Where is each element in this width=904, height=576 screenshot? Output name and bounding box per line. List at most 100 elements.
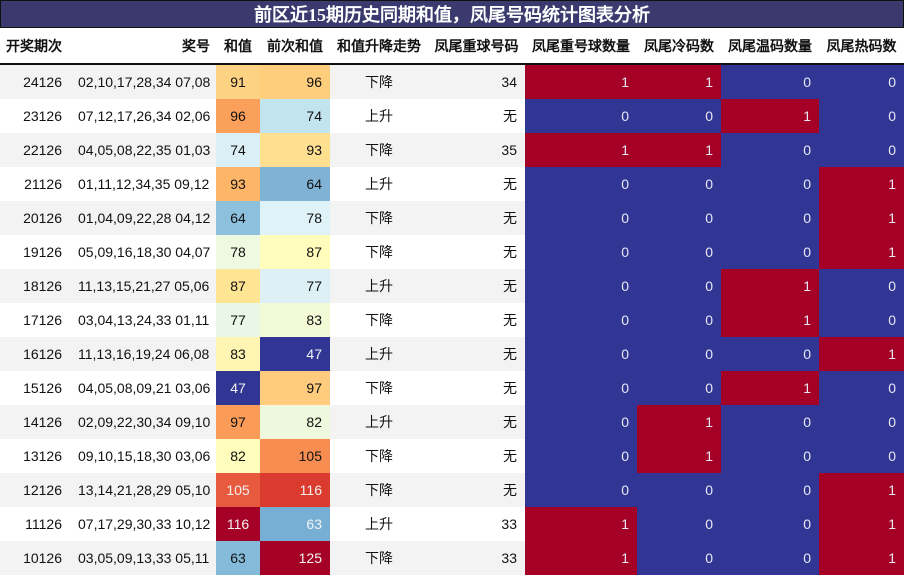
header-numbers: 奖号: [70, 28, 216, 65]
hot-count-cell: 0: [819, 269, 904, 303]
sum-cell: 63: [216, 541, 260, 575]
period-cell: 16126: [0, 337, 70, 371]
period-cell: 22126: [0, 133, 70, 167]
hot-count-cell: 1: [819, 201, 904, 235]
table-row: 22126 04,05,08,22,35 01,03 74 93 下降 35 1…: [0, 133, 904, 167]
repeat-ball-cell: 无: [428, 235, 525, 269]
sum-cell: 93: [216, 167, 260, 201]
cold-count-cell: 0: [637, 541, 721, 575]
repeat-count-cell: 0: [525, 99, 637, 133]
repeat-count-cell: 1: [525, 541, 637, 575]
cold-count-cell: 0: [637, 99, 721, 133]
trend-cell: 下降: [330, 64, 428, 99]
warm-count-cell: 1: [721, 303, 819, 337]
sum-cell: 82: [216, 439, 260, 473]
repeat-count-cell: 0: [525, 439, 637, 473]
table-row: 10126 03,05,09,13,33 05,11 63 125 下降 33 …: [0, 541, 904, 575]
numbers-cell: 04,05,08,09,21 03,06: [70, 371, 216, 405]
sum-cell: 74: [216, 133, 260, 167]
repeat-ball-cell: 无: [428, 269, 525, 303]
sum-cell: 77: [216, 303, 260, 337]
prev-sum-cell: 78: [260, 201, 330, 235]
repeat-ball-cell: 无: [428, 473, 525, 507]
warm-count-cell: 0: [721, 235, 819, 269]
numbers-cell: 04,05,08,22,35 01,03: [70, 133, 216, 167]
trend-cell: 上升: [330, 405, 428, 439]
hot-count-cell: 0: [819, 405, 904, 439]
repeat-count-cell: 0: [525, 201, 637, 235]
repeat-ball-cell: 无: [428, 371, 525, 405]
header-hot: 凤尾热码数: [819, 28, 904, 65]
trend-cell: 下降: [330, 133, 428, 167]
header-warm: 凤尾温码数量: [721, 28, 819, 65]
sum-cell: 78: [216, 235, 260, 269]
repeat-count-cell: 0: [525, 167, 637, 201]
repeat-ball-cell: 无: [428, 405, 525, 439]
repeat-ball-cell: 无: [428, 167, 525, 201]
cold-count-cell: 0: [637, 371, 721, 405]
prev-sum-cell: 105: [260, 439, 330, 473]
header-sum: 和值: [216, 28, 260, 65]
period-cell: 18126: [0, 269, 70, 303]
repeat-ball-cell: 33: [428, 541, 525, 575]
table-row: 15126 04,05,08,09,21 03,06 47 97 下降 无 0 …: [0, 371, 904, 405]
sum-cell: 64: [216, 201, 260, 235]
repeat-ball-cell: 34: [428, 64, 525, 99]
warm-count-cell: 0: [721, 133, 819, 167]
trend-cell: 下降: [330, 541, 428, 575]
hot-count-cell: 0: [819, 133, 904, 167]
prev-sum-cell: 83: [260, 303, 330, 337]
cold-count-cell: 0: [637, 337, 721, 371]
warm-count-cell: 0: [721, 337, 819, 371]
repeat-ball-cell: 无: [428, 303, 525, 337]
warm-count-cell: 1: [721, 371, 819, 405]
repeat-ball-cell: 无: [428, 201, 525, 235]
warm-count-cell: 0: [721, 64, 819, 99]
table-row: 21126 01,11,12,34,35 09,12 93 64 上升 无 0 …: [0, 167, 904, 201]
period-cell: 23126: [0, 99, 70, 133]
cold-count-cell: 0: [637, 303, 721, 337]
trend-cell: 上升: [330, 167, 428, 201]
header-row: 开奖期次 奖号 和值 前次和值 和值升降走势 凤尾重球号码 凤尾重号球数量 凤尾…: [0, 28, 904, 65]
hot-count-cell: 0: [819, 64, 904, 99]
repeat-count-cell: 0: [525, 473, 637, 507]
prev-sum-cell: 97: [260, 371, 330, 405]
table-row: 18126 11,13,15,21,27 05,06 87 77 上升 无 0 …: [0, 269, 904, 303]
hot-count-cell: 1: [819, 167, 904, 201]
numbers-cell: 02,10,17,28,34 07,08: [70, 64, 216, 99]
prev-sum-cell: 125: [260, 541, 330, 575]
header-repeat-ball: 凤尾重球号码: [428, 28, 525, 65]
warm-count-cell: 1: [721, 99, 819, 133]
period-cell: 21126: [0, 167, 70, 201]
prev-sum-cell: 93: [260, 133, 330, 167]
header-period: 开奖期次: [0, 28, 70, 65]
header-prev-sum: 前次和值: [260, 28, 330, 65]
hot-count-cell: 1: [819, 337, 904, 371]
table-row: 17126 03,04,13,24,33 01,11 77 83 下降 无 0 …: [0, 303, 904, 337]
warm-count-cell: 0: [721, 473, 819, 507]
header-cold: 凤尾冷码数: [637, 28, 721, 65]
hot-count-cell: 1: [819, 507, 904, 541]
repeat-count-cell: 0: [525, 337, 637, 371]
numbers-cell: 11,13,15,21,27 05,06: [70, 269, 216, 303]
period-cell: 19126: [0, 235, 70, 269]
sum-cell: 97: [216, 405, 260, 439]
repeat-ball-cell: 无: [428, 337, 525, 371]
trend-cell: 上升: [330, 337, 428, 371]
trend-cell: 上升: [330, 99, 428, 133]
cold-count-cell: 1: [637, 133, 721, 167]
sum-cell: 83: [216, 337, 260, 371]
trend-cell: 下降: [330, 439, 428, 473]
prev-sum-cell: 47: [260, 337, 330, 371]
cold-count-cell: 1: [637, 405, 721, 439]
trend-cell: 上升: [330, 269, 428, 303]
period-cell: 14126: [0, 405, 70, 439]
hot-count-cell: 0: [819, 371, 904, 405]
prev-sum-cell: 82: [260, 405, 330, 439]
sum-cell: 87: [216, 269, 260, 303]
cold-count-cell: 0: [637, 235, 721, 269]
numbers-cell: 01,11,12,34,35 09,12: [70, 167, 216, 201]
warm-count-cell: 0: [721, 405, 819, 439]
period-cell: 13126: [0, 439, 70, 473]
repeat-count-cell: 0: [525, 269, 637, 303]
